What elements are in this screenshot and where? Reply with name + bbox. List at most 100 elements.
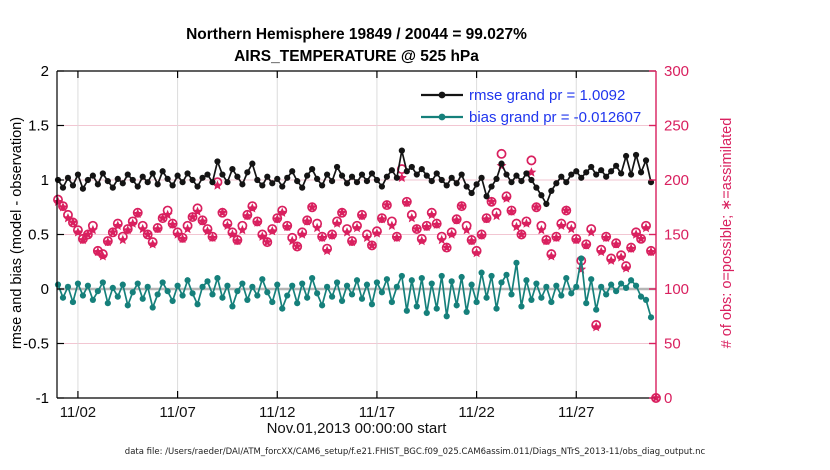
bias-line-sample-icon bbox=[421, 113, 463, 121]
rmse-dot-marker bbox=[84, 176, 91, 184]
rmse-dot-marker bbox=[558, 173, 565, 180]
bias-dot-marker bbox=[79, 292, 87, 299]
possible-circle-marker bbox=[501, 191, 512, 202]
rmse-dot-marker bbox=[438, 176, 445, 184]
bias-dot-marker bbox=[493, 305, 500, 312]
bias-dot-marker bbox=[388, 298, 395, 306]
possible-circle-marker bbox=[626, 242, 637, 253]
bias-dot-marker bbox=[343, 282, 351, 289]
rmse-dot-marker bbox=[373, 176, 381, 184]
bias-dot-marker bbox=[174, 282, 181, 289]
right-tick-label: 100 bbox=[664, 281, 689, 298]
rmse-dot-marker bbox=[548, 187, 555, 194]
rmse-dot-marker bbox=[179, 179, 186, 186]
possible-circle-marker bbox=[287, 232, 298, 243]
assimilated-star-marker bbox=[411, 223, 422, 234]
possible-circle-marker bbox=[466, 234, 477, 245]
possible-circle-marker bbox=[63, 209, 73, 220]
bias-dot-marker bbox=[64, 283, 72, 290]
bias-dot-marker bbox=[89, 296, 96, 303]
possible-circle-marker bbox=[486, 196, 497, 207]
possible-circle-marker bbox=[307, 202, 318, 213]
rmse-dot-marker bbox=[637, 169, 645, 176]
rmse-dot-marker bbox=[229, 166, 236, 173]
possible-circle-marker bbox=[187, 212, 198, 223]
possible-circle-marker bbox=[182, 220, 193, 231]
bias-dot-marker bbox=[448, 278, 455, 285]
bias-dot-marker bbox=[99, 279, 106, 286]
bias-dot-marker bbox=[613, 288, 620, 295]
assimilated-star-marker bbox=[212, 180, 223, 190]
possible-circle-marker bbox=[471, 245, 482, 256]
rmse-dot-marker bbox=[488, 183, 495, 190]
legend-entry-rmse: rmse grand pr = 1.0092 bbox=[420, 84, 641, 106]
rmse-dot-marker bbox=[523, 170, 530, 177]
rmse-dot-marker bbox=[353, 179, 361, 186]
rmse-dot-marker bbox=[149, 170, 156, 177]
rmse-dot-marker bbox=[493, 175, 500, 183]
possible-circle-marker bbox=[167, 218, 178, 229]
bias-dot-marker bbox=[299, 280, 306, 287]
possible-circle-marker bbox=[616, 250, 627, 261]
rmse-dot-marker bbox=[99, 170, 106, 177]
possible-circle-marker bbox=[371, 226, 382, 237]
x-tick-label: 11/07 bbox=[159, 404, 195, 421]
possible-circle-marker bbox=[406, 209, 417, 220]
rmse-dot-marker bbox=[69, 182, 77, 189]
possible-circle-marker bbox=[496, 148, 507, 159]
rmse-dot-marker bbox=[388, 167, 395, 174]
possible-circle-marker bbox=[117, 231, 128, 242]
possible-circle-marker bbox=[451, 214, 462, 225]
possible-circle-marker bbox=[476, 229, 487, 240]
rmse-dot-marker bbox=[588, 163, 595, 171]
rmse-dot-marker bbox=[403, 168, 410, 175]
possible-circle-marker bbox=[581, 239, 592, 250]
assimilated-star-marker bbox=[486, 196, 497, 206]
assimilated-star-marker bbox=[586, 227, 597, 237]
possible-circle-marker bbox=[631, 227, 642, 238]
bias-dot-marker bbox=[583, 300, 590, 307]
possible-circle-marker bbox=[352, 220, 362, 231]
rmse-dot-marker bbox=[189, 176, 196, 184]
bias-dot-marker bbox=[269, 298, 276, 306]
possible-circle-marker bbox=[132, 207, 143, 218]
rmse-dot-marker bbox=[104, 177, 111, 185]
bias-dot-marker bbox=[333, 279, 341, 286]
rmse-dot-marker bbox=[264, 173, 271, 180]
assimilated-star-marker bbox=[337, 207, 347, 217]
possible-circle-marker bbox=[362, 229, 372, 240]
bias-dot-marker bbox=[219, 294, 226, 301]
rmse-dot-marker bbox=[463, 183, 470, 190]
left-tick-label: 0.5 bbox=[28, 227, 49, 244]
rmse-dot-marker bbox=[269, 180, 276, 187]
possible-circle-marker bbox=[521, 216, 532, 227]
rmse-dot-marker bbox=[358, 171, 366, 178]
bias-dot-marker bbox=[294, 300, 301, 307]
x-tick-label: 11/12 bbox=[259, 404, 295, 421]
rmse-dot-marker bbox=[199, 174, 206, 181]
possible-circle-marker bbox=[646, 245, 656, 256]
possible-circle-marker bbox=[456, 201, 467, 212]
possible-circle-marker bbox=[107, 227, 118, 238]
rmse-dot-marker bbox=[154, 181, 161, 188]
assimilated-star-marker bbox=[187, 211, 198, 222]
bias-dot-marker bbox=[314, 290, 321, 297]
possible-circle-marker bbox=[232, 234, 243, 245]
bias-dot-marker bbox=[309, 275, 316, 282]
possible-circle-marker bbox=[621, 261, 632, 272]
bias-dot-marker bbox=[179, 292, 186, 299]
bias-dot-marker bbox=[224, 282, 231, 289]
bias-dot-marker bbox=[279, 305, 286, 312]
bias-dot-marker bbox=[463, 308, 470, 315]
assimilated-star-marker bbox=[636, 233, 646, 244]
bias-dot-marker bbox=[214, 275, 221, 282]
rmse-dot-marker bbox=[513, 172, 520, 179]
possible-circle-marker bbox=[227, 227, 238, 238]
possible-circle-marker bbox=[347, 236, 357, 246]
rmse-dot-marker bbox=[408, 163, 415, 171]
rmse-dot-marker bbox=[194, 183, 201, 190]
possible-circle-marker bbox=[571, 233, 582, 244]
assimilated-star-marker bbox=[396, 172, 407, 182]
bias-dot-marker bbox=[593, 306, 600, 313]
rmse-dot-marker bbox=[184, 170, 191, 177]
